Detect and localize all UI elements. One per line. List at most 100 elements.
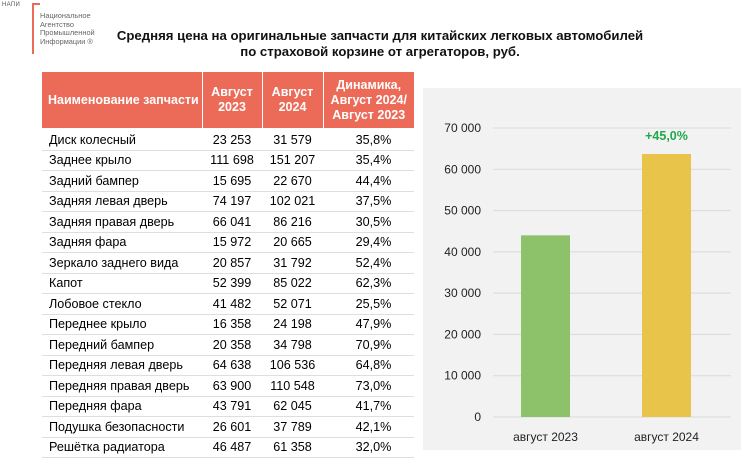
cell-aug-2024: 37 789 bbox=[262, 416, 323, 438]
cell-aug-2023: 66 041 bbox=[202, 211, 262, 233]
logo-line: Национальное bbox=[40, 11, 91, 20]
table-row: Задняя фара 15 972 20 665 29,4% bbox=[42, 232, 414, 253]
logo-abbreviation: НАПИ bbox=[2, 2, 21, 8]
growth-annotation: +45,0% bbox=[645, 129, 688, 143]
table-row: Лобовое стекло 41 482 52 071 25,5% bbox=[42, 293, 414, 315]
title-line-1: Средняя цена на оригинальные запчасти дл… bbox=[116, 28, 644, 43]
table-row: Передний бампер 20 358 34 798 70,9% bbox=[42, 334, 414, 356]
page-title: Средняя цена на оригинальные запчасти дл… bbox=[100, 28, 660, 60]
cell-aug-2024: 86 216 bbox=[262, 211, 323, 233]
cell-aug-2024: 31 579 bbox=[262, 128, 323, 151]
cell-aug-2023: 43 791 bbox=[202, 396, 262, 417]
cell-aug-2024: 61 358 bbox=[262, 437, 323, 458]
cell-aug-2024: 106 536 bbox=[262, 355, 323, 376]
logo-line: Агентство bbox=[40, 19, 74, 29]
cell-aug-2024: 20 665 bbox=[262, 232, 323, 253]
cell-part-name: Переднее крыло bbox=[42, 314, 202, 335]
cell-dynamics: 44,4% bbox=[323, 170, 414, 192]
cell-aug-2023: 20 358 bbox=[202, 334, 262, 356]
y-tick-label: 30 000 bbox=[444, 286, 481, 300]
cell-dynamics: 64,8% bbox=[323, 355, 414, 376]
napi-logo: НАПИ Национальное Агентство Промышленной… bbox=[2, 2, 112, 58]
y-tick-label: 40 000 bbox=[444, 245, 481, 259]
cell-aug-2024: 52 071 bbox=[262, 293, 323, 315]
cell-part-name: Задняя правая дверь bbox=[42, 211, 202, 233]
cell-dynamics: 70,9% bbox=[323, 334, 414, 356]
header-aug-2024: Август 2024 bbox=[262, 72, 324, 128]
cell-aug-2023: 41 482 bbox=[202, 293, 262, 315]
cell-aug-2024: 34 798 bbox=[262, 334, 323, 356]
cell-part-name: Задняя левая дверь bbox=[42, 191, 202, 212]
chart-panel: 0 10 000 20 000 30 000 40 000 50 000 60 000 70 … bbox=[423, 88, 741, 450]
table-row: Задняя правая дверь 66 041 86 216 30,5% bbox=[42, 211, 414, 233]
cell-aug-2023: 15 972 bbox=[202, 232, 262, 253]
cell-aug-2023: 16 358 bbox=[202, 314, 262, 335]
cell-dynamics: 29,4% bbox=[323, 232, 414, 253]
cell-dynamics: 41,7% bbox=[323, 396, 414, 417]
table-row: Задняя левая дверь 74 197 102 021 37,5% bbox=[42, 191, 414, 212]
logo-line: Промышленной bbox=[40, 28, 95, 38]
header-aug-2023: Август 2023 bbox=[202, 72, 263, 128]
table-header-row: Наименование запчасти Август 2023 Август… bbox=[42, 72, 414, 128]
cell-aug-2023: 46 487 bbox=[202, 437, 262, 458]
cell-aug-2024: 22 670 bbox=[262, 170, 323, 192]
cell-aug-2023: 74 197 bbox=[202, 191, 262, 212]
cell-dynamics: 37,5% bbox=[323, 191, 414, 212]
cell-dynamics: 42,1% bbox=[323, 416, 414, 438]
cell-part-name: Заднее крыло bbox=[42, 150, 202, 171]
cell-aug-2024: 31 792 bbox=[262, 252, 323, 274]
cell-dynamics: 47,9% bbox=[323, 314, 414, 335]
cell-part-name: Передняя фара bbox=[42, 396, 202, 417]
logo-line: Информации ® bbox=[40, 36, 93, 46]
table-row: Заднее крыло 111 698 151 207 35,4% bbox=[42, 150, 414, 171]
y-tick-label: 50 000 bbox=[444, 204, 481, 218]
table-row: Решётка радиатора 46 487 61 358 32,0% bbox=[42, 437, 414, 458]
title-line-2: по страховой корзине от агрегаторов, руб… bbox=[240, 44, 520, 59]
cell-part-name: Передний бампер bbox=[42, 334, 202, 356]
cell-dynamics: 35,4% bbox=[323, 150, 414, 171]
cell-dynamics: 30,5% bbox=[323, 211, 414, 233]
cell-part-name: Лобовое стекло bbox=[42, 293, 202, 315]
x-tick-label: август 2024 bbox=[634, 430, 699, 444]
logo-bracket-mark bbox=[32, 3, 40, 54]
bar bbox=[521, 235, 570, 417]
x-tick-label: август 2023 bbox=[513, 430, 578, 444]
logo-text: Национальное Агентство Промышленной Инфо… bbox=[40, 11, 112, 46]
cell-aug-2024: 151 207 bbox=[262, 150, 323, 171]
cell-aug-2024: 85 022 bbox=[262, 273, 323, 294]
y-tick-label: 10 000 bbox=[444, 369, 481, 383]
table-row: Передняя левая дверь 64 638 106 536 64,8% bbox=[42, 355, 414, 376]
cell-dynamics: 25,5% bbox=[323, 293, 414, 315]
cell-aug-2024: 110 548 bbox=[262, 375, 323, 397]
cell-aug-2023: 63 900 bbox=[202, 375, 262, 397]
cell-part-name: Капот bbox=[42, 273, 202, 294]
header-part-name: Наименование запчасти bbox=[42, 72, 203, 128]
parts-price-table: Наименование запчасти Август 2023 Август… bbox=[42, 72, 414, 458]
cell-aug-2023: 20 857 bbox=[202, 252, 262, 274]
cell-aug-2024: 102 021 bbox=[262, 191, 323, 212]
cell-part-name: Решётка радиатора bbox=[42, 437, 202, 458]
y-tick-label: 70 000 bbox=[444, 121, 481, 135]
cell-part-name: Задний бампер bbox=[42, 170, 202, 192]
y-tick-label: 60 000 bbox=[444, 162, 481, 176]
cell-aug-2024: 62 045 bbox=[262, 396, 323, 417]
cell-part-name: Передняя левая дверь bbox=[42, 355, 202, 376]
cell-part-name: Подушка безопасности bbox=[42, 416, 202, 438]
header-dynamics: Динамика, Август 2024/ Август 2023 bbox=[323, 72, 414, 128]
cell-aug-2024: 24 198 bbox=[262, 314, 323, 335]
cell-aug-2023: 52 399 bbox=[202, 273, 262, 294]
table-row: Передняя фара 43 791 62 045 41,7% bbox=[42, 396, 414, 417]
cell-part-name: Зеркало заднего вида bbox=[42, 252, 202, 274]
bar bbox=[642, 154, 691, 417]
cell-part-name: Передняя правая дверь bbox=[42, 375, 202, 397]
table-row: Диск колесный 23 253 31 579 35,8% bbox=[42, 128, 414, 151]
table-row: Переднее крыло 16 358 24 198 47,9% bbox=[42, 314, 414, 335]
table-row: Передняя правая дверь 63 900 110 548 73,0% bbox=[42, 375, 414, 397]
y-tick-label: 0 bbox=[474, 410, 481, 424]
cell-dynamics: 35,8% bbox=[323, 128, 414, 151]
cell-dynamics: 32,0% bbox=[323, 437, 414, 458]
y-tick-label: 20 000 bbox=[444, 327, 481, 341]
cell-aug-2023: 26 601 bbox=[202, 416, 262, 438]
cell-dynamics: 52,4% bbox=[323, 252, 414, 274]
cell-aug-2023: 64 638 bbox=[202, 355, 262, 376]
